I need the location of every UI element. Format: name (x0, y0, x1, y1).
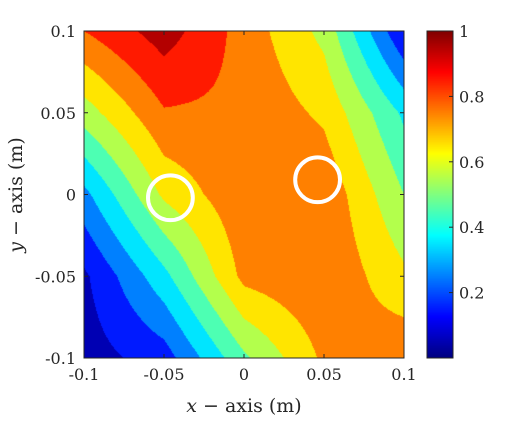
x-tick-label: -0.05 (143, 365, 184, 384)
colorbar-tick-label: 0.4 (459, 218, 484, 237)
colorbar-ticks: 0.2 0.4 0.6 0.8 1 (449, 22, 484, 303)
plot-area (83, 30, 405, 359)
colorbar-tick-label: 0.6 (459, 153, 484, 172)
y-tick-label: 0.1 (51, 22, 76, 41)
marker-layer (146, 155, 343, 223)
y-tick-label: -0.1 (45, 349, 76, 368)
x-tick-label: -0.1 (69, 365, 100, 384)
x-tick-label: 0 (239, 365, 249, 384)
colorbar-tick-label: 0.2 (459, 284, 484, 303)
colorbar-gradient (427, 31, 453, 358)
marker-circle-1 (146, 173, 195, 223)
colorbar-tick-label: 0.8 (459, 87, 484, 106)
y-tick-label: 0.05 (40, 104, 76, 123)
marker-circle-2 (293, 155, 343, 205)
y-axis-ticks: -0.1 -0.05 0 0.05 0.1 (35, 22, 404, 368)
y-tick-label: -0.05 (35, 267, 76, 286)
y-tick-label: 0 (66, 186, 76, 205)
colorbar: 0.2 0.4 0.6 0.8 1 (426, 22, 484, 359)
y-axis-label: y − axis (m) (5, 137, 27, 254)
x-axis-label: x − axis (m) (186, 395, 301, 417)
x-axis-ticks: -0.1 -0.05 0 0.05 0.1 (69, 31, 417, 384)
x-tick-label: 0.1 (391, 365, 416, 384)
heatmap-field (84, 31, 404, 358)
x-tick-label: 0.05 (306, 365, 342, 384)
colorbar-tick-label: 1 (459, 22, 469, 41)
colorbar-frame (426, 30, 454, 359)
